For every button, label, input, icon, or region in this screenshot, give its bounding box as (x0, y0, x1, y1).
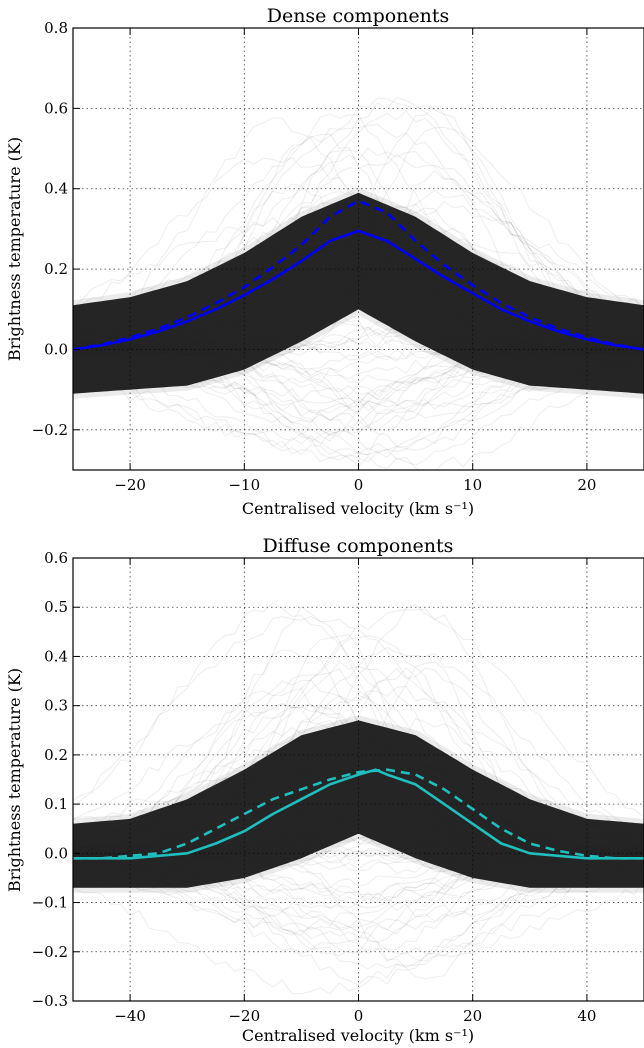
y-tick-label: −0.1 (32, 894, 68, 912)
y-tick-label: 0.5 (44, 598, 68, 616)
spectra-band (73, 192, 644, 394)
x-axis-label: Centralised velocity (km s⁻¹) (242, 1026, 474, 1045)
y-axis-label: Brightness temperature (K) (5, 137, 24, 361)
x-tick-label: 20 (577, 476, 596, 494)
plot-area (73, 558, 644, 1001)
x-tick-label: 40 (577, 1007, 596, 1025)
x-tick-label: 10 (463, 476, 482, 494)
series-line-dashed (73, 199, 644, 351)
x-tick-label: −40 (114, 1007, 146, 1025)
x-tick-label: 0 (354, 1007, 364, 1025)
y-tick-label: 0.6 (44, 549, 68, 567)
background-spectrum (73, 354, 644, 456)
plot-area (73, 28, 644, 470)
y-tick-label: 0.4 (44, 180, 68, 198)
chart-title: Diffuse components (263, 535, 454, 557)
diffuse-components-panel: Diffuse components Centralised velocity … (5, 535, 644, 1045)
y-tick-label: 0.2 (44, 746, 68, 764)
y-tick-label: −0.2 (32, 421, 68, 439)
x-tick-label: 0 (354, 476, 364, 494)
y-tick-label: 0.4 (44, 647, 68, 665)
y-tick-label: 0.8 (44, 19, 68, 37)
chart-title: Dense components (267, 5, 450, 27)
x-tick-label: −20 (228, 1007, 260, 1025)
y-tick-label: 0.0 (44, 340, 68, 358)
y-tick-label: −0.2 (32, 943, 68, 961)
x-axis-label: Centralised velocity (km s⁻¹) (242, 499, 474, 518)
grid (73, 558, 644, 1001)
series-line-dashed (73, 768, 644, 860)
y-tick-label: 0.0 (44, 844, 68, 862)
dense-components-panel: Dense components Centralised velocity (k… (5, 5, 644, 518)
x-tick-label: −10 (228, 476, 260, 494)
y-tick-label: 0.1 (44, 795, 68, 813)
series-line-solid (73, 768, 644, 860)
y-tick-label: 0.3 (44, 697, 68, 715)
y-tick-label: −0.3 (32, 992, 68, 1010)
series-line-solid (73, 229, 644, 351)
spectra-band (73, 720, 644, 888)
y-tick-label: 0.2 (44, 260, 68, 278)
grid (73, 28, 644, 470)
y-axis-label: Brightness temperature (K) (5, 668, 24, 892)
x-tick-label: −20 (114, 476, 146, 494)
y-tick-label: 0.6 (44, 99, 68, 117)
x-tick-label: 20 (463, 1007, 482, 1025)
